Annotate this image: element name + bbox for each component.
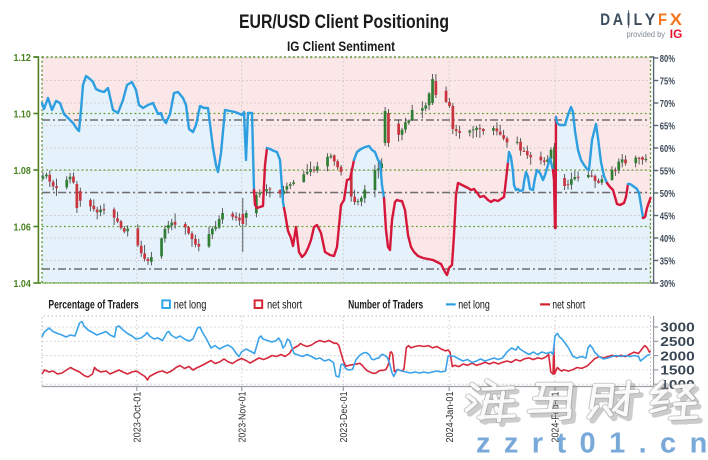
svg-text:net short: net short <box>552 298 585 312</box>
svg-text:50%: 50% <box>660 188 676 200</box>
svg-text:IG: IG <box>670 27 683 41</box>
svg-text:net long: net long <box>174 298 207 312</box>
svg-text:1.08: 1.08 <box>14 165 31 177</box>
svg-text:F: F <box>658 11 667 29</box>
svg-text:60%: 60% <box>660 143 676 155</box>
svg-text:80%: 80% <box>660 53 676 65</box>
svg-text:L: L <box>634 11 643 29</box>
svg-text:1.06: 1.06 <box>14 221 31 233</box>
svg-text:40%: 40% <box>660 233 676 245</box>
svg-text:45%: 45% <box>660 210 676 222</box>
svg-text:2023-Nov-01: 2023-Nov-01 <box>237 391 248 442</box>
svg-text:2024-Jan-01: 2024-Jan-01 <box>445 391 456 442</box>
svg-text:Percentage of Traders: Percentage of Traders <box>48 298 139 312</box>
svg-text:2023-Dec-01: 2023-Dec-01 <box>339 391 350 442</box>
svg-text:1.12: 1.12 <box>14 52 31 64</box>
svg-text:1.10: 1.10 <box>14 108 31 120</box>
svg-text:IG Client Sentiment: IG Client Sentiment <box>287 38 395 54</box>
svg-text:2000: 2000 <box>660 348 695 363</box>
svg-text:70%: 70% <box>660 98 676 110</box>
svg-text:EUR/USD Client Positioning: EUR/USD Client Positioning <box>239 12 449 33</box>
svg-text:zzrt01.cn: zzrt01.cn <box>476 428 708 460</box>
svg-text:Number of Traders: Number of Traders <box>348 298 423 312</box>
svg-text:75%: 75% <box>660 75 676 87</box>
svg-text:3000: 3000 <box>660 320 695 335</box>
svg-text:1500: 1500 <box>660 363 695 378</box>
svg-text:A: A <box>613 11 623 29</box>
svg-text:D: D <box>600 11 610 29</box>
svg-text:net short: net short <box>267 298 302 312</box>
svg-text:55%: 55% <box>660 165 676 177</box>
svg-text:65%: 65% <box>660 120 676 132</box>
svg-text:1.04: 1.04 <box>14 278 31 290</box>
svg-text:2500: 2500 <box>660 334 695 349</box>
svg-text:net long: net long <box>458 298 490 312</box>
svg-text:35%: 35% <box>660 255 676 267</box>
svg-text:2024-Feb-01: 2024-Feb-01 <box>551 391 562 442</box>
svg-text:Y: Y <box>645 11 656 29</box>
svg-text:30%: 30% <box>660 278 676 290</box>
svg-text:X: X <box>670 11 682 29</box>
svg-text:2023-Oct-01: 2023-Oct-01 <box>132 391 143 442</box>
svg-text:provided by: provided by <box>627 29 666 39</box>
